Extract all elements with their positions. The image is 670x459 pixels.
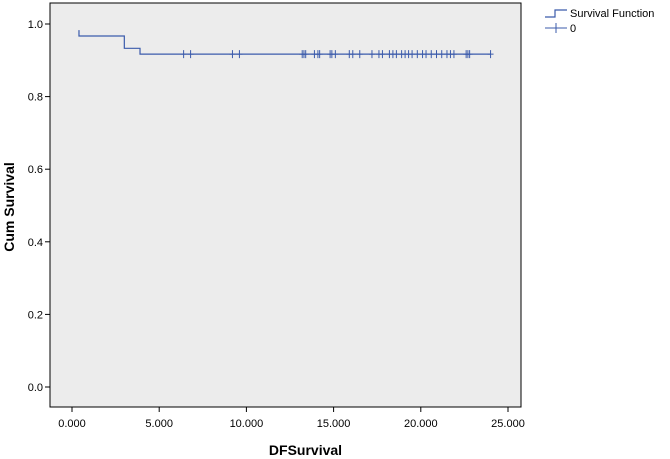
censored-marker [236,50,243,59]
y-tick-label: 1.0 [28,19,43,31]
legend-label-survival-function: Survival Function [570,8,654,20]
censored-marker [409,50,416,59]
x-tick-label: 5.000 [145,418,173,430]
plot-area [49,2,522,408]
y-tick-label: 0.4 [28,237,43,249]
survival-step-line [78,30,491,55]
x-tick-label: 25.000 [491,418,525,430]
censored-marker [187,50,194,59]
y-tick-label: 0.2 [28,309,43,321]
legend-step-symbol [545,9,567,18]
censored-marker [428,50,435,59]
censored-marker [414,50,421,59]
legend-label-censored: 0 [570,23,576,35]
censored-marker [393,50,400,59]
censored-marker [368,50,375,59]
legend: Survival Function 0 [545,8,654,35]
censored-marker [466,50,473,59]
x-axis-title: DFSurvival [269,442,342,458]
ticks: 0.000 5.000 10.000 15.000 20.000 25.000 0.0 0.2… [28,19,525,430]
censored-marker [450,50,457,59]
censored-marker [438,50,445,59]
censored-marker [487,50,494,59]
y-tick-label: 0.0 [28,382,43,394]
y-tick-label: 0.6 [28,164,43,176]
censored-marker [316,50,323,59]
censored-marker [302,50,309,59]
x-tick-label: 20.000 [404,418,438,430]
y-axis-title: Cum Survival [1,162,17,251]
censored-marker [379,50,386,59]
y-tick-label: 0.8 [28,92,43,104]
series-layer [78,30,494,59]
legend-plus-symbol [545,23,567,33]
x-tick-label: 0.000 [58,418,86,430]
censored-marker [229,50,236,59]
x-tick-label: 15.000 [317,418,351,430]
censored-marker [332,50,339,59]
censored-marker [356,50,363,59]
censored-marker [433,50,440,59]
censored-marker [180,50,187,59]
censored-marker [423,50,430,59]
x-tick-label: 10.000 [230,418,264,430]
censored-marker [349,50,356,59]
